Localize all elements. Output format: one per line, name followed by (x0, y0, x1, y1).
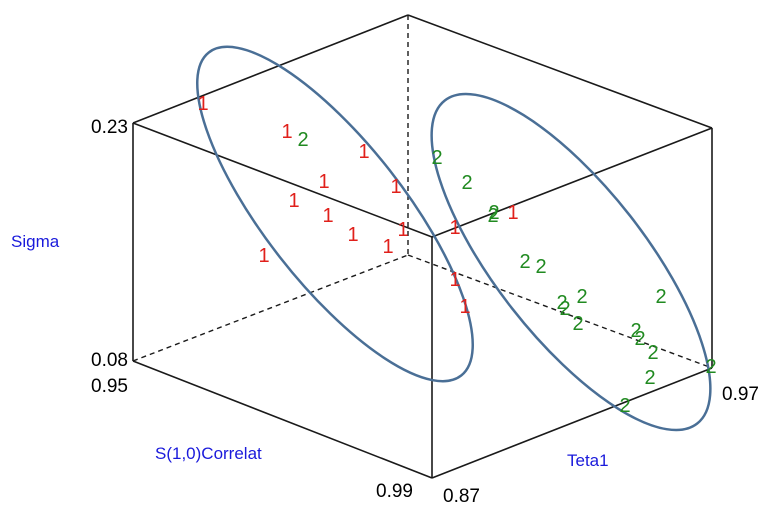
correlation-axis-label: S(1,0)Correlat (155, 444, 262, 463)
data-point-series-2: 2 (634, 328, 645, 350)
data-point-series-1: 1 (197, 93, 208, 115)
data-point-series-2: 2 (619, 395, 630, 417)
edge-top-front-right (431, 127, 713, 238)
correlation-tick-low: 0.95 (91, 376, 128, 397)
data-point-series-1: 1 (318, 171, 329, 193)
data-point-series-1: 1 (397, 219, 408, 241)
edge-top-left (132, 14, 409, 124)
data-point-series-2: 2 (488, 202, 499, 224)
data-point-series-2: 2 (431, 147, 442, 169)
data-point-series-2: 2 (630, 320, 641, 342)
data-point-series-1: 1 (258, 245, 269, 267)
data-point-series-2: 2 (461, 172, 472, 194)
data-point-series-2: 2 (644, 367, 655, 389)
cluster-2-ellipse (430, 92, 712, 432)
data-point-series-1: 1 (507, 202, 518, 224)
data-point-series-1: 1 (449, 217, 460, 239)
edge-bottom-front-right (431, 367, 713, 479)
data-point-series-1: 1 (390, 176, 401, 198)
data-point-series-2: 2 (556, 292, 567, 314)
cluster-1-ellipse (196, 45, 474, 383)
edge-hidden-bottom-right (407, 254, 713, 369)
edge-top-front-left (132, 122, 433, 238)
data-point-series-2: 2 (487, 205, 498, 227)
data-point-series-2: 2 (535, 256, 546, 278)
box-frame (132, 14, 713, 479)
sigma-axis-label: Sigma (11, 232, 60, 251)
correlation-tick-high: 0.99 (376, 481, 413, 502)
data-point-series-1: 1 (382, 236, 393, 258)
data-point-series-2: 2 (647, 342, 658, 364)
data-point-series-1: 1 (459, 296, 470, 318)
data-point-series-2: 2 (655, 286, 666, 308)
data-point-series-2: 2 (705, 356, 716, 378)
data-point-series-1: 1 (449, 269, 460, 291)
sigma-tick-low: 0.08 (91, 350, 128, 371)
data-point-series-1: 1 (281, 121, 292, 143)
data-point-series-2: 2 (576, 286, 587, 308)
teta-tick-low: 0.87 (443, 486, 480, 507)
data-point-series-1: 1 (322, 205, 333, 227)
data-point-series-2: 2 (559, 298, 570, 320)
sigma-tick-high: 0.23 (91, 117, 128, 138)
edge-bottom-front-left (132, 360, 433, 479)
teta-axis-label: Teta1 (567, 451, 609, 470)
data-point-series-1: 1 (358, 141, 369, 163)
edge-hidden-bottom-left (132, 254, 409, 362)
teta-tick-high: 0.97 (722, 384, 759, 405)
edge-top-right (407, 14, 713, 129)
data-point-series-1: 1 (347, 224, 358, 246)
data-point-series-2: 2 (519, 251, 530, 273)
data-point-series-2: 2 (297, 129, 308, 151)
data-point-series-1: 1 (288, 190, 299, 212)
data-point-series-2: 2 (572, 313, 583, 335)
